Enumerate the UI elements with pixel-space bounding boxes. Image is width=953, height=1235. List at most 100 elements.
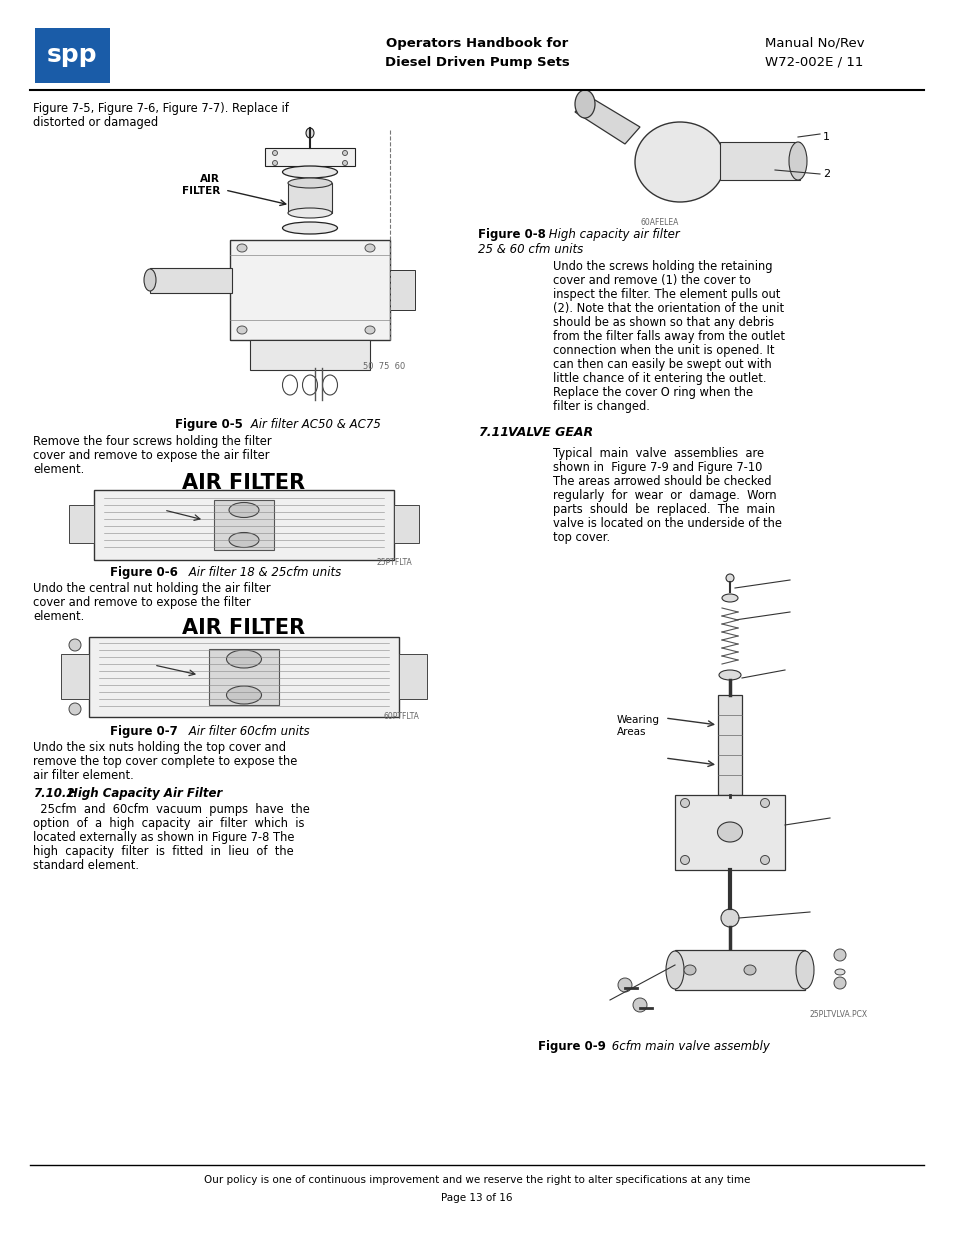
- Ellipse shape: [282, 222, 337, 233]
- Ellipse shape: [306, 128, 314, 138]
- Ellipse shape: [575, 90, 595, 119]
- Ellipse shape: [273, 151, 277, 156]
- Text: High Capacity Air Filter: High Capacity Air Filter: [68, 787, 222, 800]
- Text: element.: element.: [33, 463, 84, 475]
- Text: 25cfm  and  60cfm  vacuum  pumps  have  the: 25cfm and 60cfm vacuum pumps have the: [33, 803, 310, 816]
- Text: Figure 0-7: Figure 0-7: [110, 725, 177, 739]
- Ellipse shape: [760, 799, 769, 808]
- Text: filter is changed.: filter is changed.: [553, 400, 649, 412]
- Text: 25 & 60 cfm units: 25 & 60 cfm units: [477, 243, 582, 256]
- Text: parts  should  be  replaced.  The  main: parts should be replaced. The main: [553, 503, 775, 516]
- Text: inspect the filter. The element pulls out: inspect the filter. The element pulls ou…: [553, 288, 780, 301]
- Text: Air filter 60cfm units: Air filter 60cfm units: [185, 725, 310, 739]
- Ellipse shape: [833, 948, 845, 961]
- Ellipse shape: [236, 245, 247, 252]
- Text: AIR
FILTER: AIR FILTER: [182, 174, 220, 196]
- Text: distorted or damaged: distorted or damaged: [33, 116, 158, 128]
- Text: Diesel Driven Pump Sets: Diesel Driven Pump Sets: [384, 56, 569, 68]
- Text: valve is located on the underside of the: valve is located on the underside of the: [553, 517, 781, 530]
- Ellipse shape: [288, 178, 332, 188]
- Text: 1: 1: [822, 132, 829, 142]
- Text: can then can easily be swept out with: can then can easily be swept out with: [553, 358, 771, 370]
- Bar: [89, 637, 398, 718]
- Bar: [394, 505, 418, 543]
- Bar: [230, 240, 390, 340]
- Ellipse shape: [282, 165, 337, 178]
- Text: W72-002E / 11: W72-002E / 11: [764, 56, 862, 68]
- Ellipse shape: [288, 207, 332, 219]
- Ellipse shape: [365, 245, 375, 252]
- Ellipse shape: [683, 965, 696, 974]
- Bar: [675, 950, 804, 990]
- Text: AIR FILTER: AIR FILTER: [182, 618, 305, 638]
- Text: cover and remove (1) the cover to: cover and remove (1) the cover to: [553, 274, 750, 287]
- Text: shown in  Figure 7-9 and Figure 7-10: shown in Figure 7-9 and Figure 7-10: [553, 461, 761, 474]
- Ellipse shape: [833, 977, 845, 989]
- Polygon shape: [575, 98, 639, 144]
- Text: connection when the unit is opened. It: connection when the unit is opened. It: [553, 345, 774, 357]
- Ellipse shape: [618, 978, 631, 992]
- Text: Undo the screws holding the retaining: Undo the screws holding the retaining: [553, 261, 772, 273]
- Bar: [94, 490, 394, 559]
- Text: regularly  for  wear  or  damage.  Worn: regularly for wear or damage. Worn: [553, 489, 776, 501]
- Text: 25PTFLTA: 25PTFLTA: [375, 558, 412, 567]
- Bar: [288, 183, 332, 212]
- Text: 2: 2: [822, 169, 829, 179]
- Ellipse shape: [834, 969, 844, 974]
- Text: Figure 0-8: Figure 0-8: [477, 228, 545, 241]
- Text: Operators Handbook for: Operators Handbook for: [385, 37, 568, 49]
- Text: Figure 0-9: Figure 0-9: [537, 1040, 605, 1053]
- Text: Page 13 of 16: Page 13 of 16: [441, 1193, 512, 1203]
- FancyBboxPatch shape: [35, 28, 110, 83]
- Ellipse shape: [795, 951, 813, 989]
- Text: little chance of it entering the outlet.: little chance of it entering the outlet.: [553, 372, 765, 385]
- Ellipse shape: [679, 856, 689, 864]
- Bar: [265, 148, 355, 165]
- Text: High capacity air filter: High capacity air filter: [544, 228, 679, 241]
- Text: Figure 7-5, Figure 7-6, Figure 7-7). Replace if: Figure 7-5, Figure 7-6, Figure 7-7). Rep…: [33, 103, 289, 115]
- Ellipse shape: [229, 503, 258, 517]
- Text: The areas arrowed should be checked: The areas arrowed should be checked: [553, 475, 771, 488]
- Bar: [720, 142, 800, 180]
- Text: Undo the six nuts holding the top cover and: Undo the six nuts holding the top cover …: [33, 741, 286, 755]
- Ellipse shape: [719, 671, 740, 680]
- Text: option  of  a  high  capacity  air  filter  which  is: option of a high capacity air filter whi…: [33, 818, 304, 830]
- Text: Undo the central nut holding the air filter: Undo the central nut holding the air fil…: [33, 582, 271, 595]
- Text: VALVE GEAR: VALVE GEAR: [507, 426, 593, 438]
- Text: 60AFELEA: 60AFELEA: [640, 219, 679, 227]
- Ellipse shape: [229, 532, 258, 547]
- Ellipse shape: [342, 151, 347, 156]
- Text: high  capacity  filter  is  fitted  in  lieu  of  the: high capacity filter is fitted in lieu o…: [33, 845, 294, 858]
- Ellipse shape: [365, 326, 375, 333]
- Bar: [209, 650, 278, 705]
- Bar: [250, 340, 370, 370]
- Text: 7.11: 7.11: [477, 426, 509, 438]
- Text: Typical  main  valve  assemblies  are: Typical main valve assemblies are: [553, 447, 763, 459]
- Ellipse shape: [226, 650, 261, 668]
- Text: Replace the cover O ring when the: Replace the cover O ring when the: [553, 387, 752, 399]
- Ellipse shape: [69, 638, 81, 651]
- Text: standard element.: standard element.: [33, 860, 139, 872]
- Ellipse shape: [788, 142, 806, 180]
- Bar: [61, 655, 89, 699]
- Text: 25PLTVLVA.PCX: 25PLTVLVA.PCX: [809, 1010, 867, 1019]
- Text: Wearing
Areas: Wearing Areas: [617, 715, 659, 736]
- Text: Figure 0-6: Figure 0-6: [110, 566, 177, 579]
- Text: remove the top cover complete to expose the: remove the top cover complete to expose …: [33, 755, 297, 768]
- Ellipse shape: [633, 998, 646, 1011]
- Text: cover and remove to expose the filter: cover and remove to expose the filter: [33, 597, 251, 609]
- Text: cover and remove to expose the air filter: cover and remove to expose the air filte…: [33, 450, 269, 462]
- Text: Figure 0-5: Figure 0-5: [174, 417, 243, 431]
- Ellipse shape: [721, 594, 738, 601]
- Text: (2). Note that the orientation of the unit: (2). Note that the orientation of the un…: [553, 303, 783, 315]
- Text: top cover.: top cover.: [553, 531, 610, 543]
- Bar: [390, 270, 415, 310]
- Text: air filter element.: air filter element.: [33, 769, 133, 782]
- Text: Air filter 18 & 25cfm units: Air filter 18 & 25cfm units: [185, 566, 341, 579]
- Bar: [213, 500, 274, 550]
- Ellipse shape: [236, 326, 247, 333]
- Ellipse shape: [743, 965, 755, 974]
- Ellipse shape: [69, 703, 81, 715]
- Text: 6cfm main valve assembly: 6cfm main valve assembly: [607, 1040, 769, 1053]
- Bar: [398, 655, 427, 699]
